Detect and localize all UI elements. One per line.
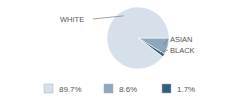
svg-text:BLACK: BLACK xyxy=(170,46,195,55)
svg-text:89.7%: 89.7% xyxy=(59,85,82,94)
svg-text:8.6%: 8.6% xyxy=(119,85,137,94)
svg-text:ASIAN: ASIAN xyxy=(170,35,193,44)
svg-text:1.7%: 1.7% xyxy=(177,85,195,94)
svg-text:WHITE: WHITE xyxy=(60,15,84,24)
